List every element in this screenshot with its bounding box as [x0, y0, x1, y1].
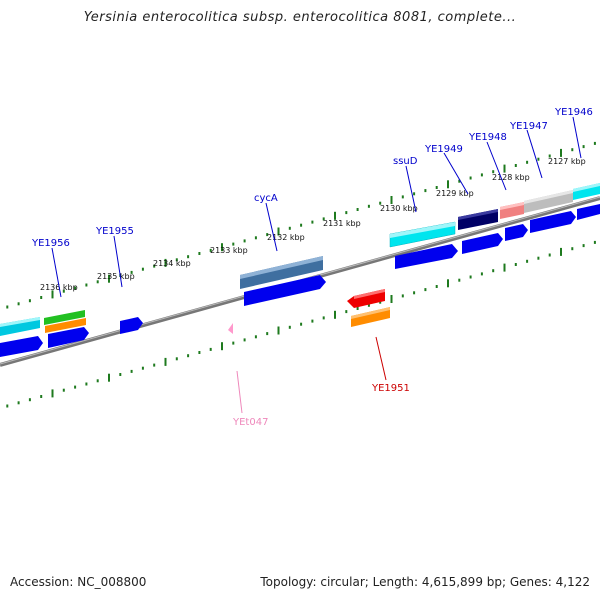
gene-ye1949-shade: [458, 209, 498, 220]
gene-ye1946-shade: [573, 183, 600, 192]
label-ye1947[interactable]: YE1947: [509, 121, 548, 132]
label-ssud[interactable]: ssuD: [393, 156, 418, 167]
cds-arrow-2[interactable]: [462, 233, 503, 254]
accession-text: Accession: NC_008800: [10, 575, 147, 589]
gene-cyca-shade: [240, 256, 323, 279]
gene-left-cyan-shade: [0, 317, 40, 327]
cds-arrow-4[interactable]: [530, 211, 576, 233]
label-yet047[interactable]: YEt047: [232, 417, 268, 428]
label-ye1956[interactable]: YE1956: [31, 238, 70, 249]
label-ye1955[interactable]: YE1955: [95, 226, 134, 237]
gene-ye1948-shade: [500, 202, 524, 210]
cds-arrow-ye1956[interactable]: [48, 327, 89, 348]
cds-arrow-left[interactable]: [0, 336, 43, 357]
scale-label-2135: 2135 kbp: [97, 272, 135, 281]
gene-features: [0, 183, 600, 357]
scale-label-2131: 2131 kbp: [323, 219, 361, 228]
gene-ye1951-orange-shade: [351, 307, 390, 319]
label-ye1949[interactable]: YE1949: [424, 144, 463, 155]
reverse-scale-ticks: [6, 240, 596, 408]
gene-ye1949[interactable]: [458, 209, 498, 230]
label-ye1951[interactable]: YE1951: [371, 383, 410, 394]
label-ye1946[interactable]: YE1946: [554, 107, 593, 118]
label-leaders: [51, 116, 582, 414]
cds-arrow-5[interactable]: [577, 204, 600, 220]
scale-label-2133: 2133 kbp: [210, 246, 248, 255]
label-ye1948[interactable]: YE1948: [468, 132, 507, 143]
label-cyca[interactable]: cycA: [254, 193, 278, 204]
scale-label-2129: 2129 kbp: [436, 189, 474, 198]
gene-ye1956-orange[interactable]: [45, 318, 86, 333]
cds-arrow-3[interactable]: [505, 224, 528, 241]
cds-arrow-ye1955[interactable]: [120, 317, 143, 334]
scale-label-2134: 2134 kbp: [153, 259, 191, 268]
map-title: Yersinia enterocolitica subsp. enterocol…: [83, 10, 517, 25]
scale-label-2130: 2130 kbp: [380, 204, 418, 213]
scale-label-2132: 2132 kbp: [267, 233, 305, 242]
cds-arrow-1[interactable]: [395, 244, 458, 269]
scale-label-2127: 2127 kbp: [548, 157, 586, 166]
gene-ye1947-shade: [524, 190, 573, 204]
scale-label-2128: 2128 kbp: [492, 173, 530, 182]
cds-arrow-cyca[interactable]: [244, 275, 326, 306]
gene-ye1951-red-shade: [354, 289, 385, 299]
gene-ye1956-green[interactable]: [44, 310, 85, 325]
gene-labels: YE1946 YE1947 YE1948 YE1949 ssuD cycA YE…: [31, 107, 593, 428]
gene-yet047[interactable]: [228, 323, 233, 334]
gene-ssud-shade: [390, 222, 455, 238]
genome-stats-text: Topology: circular; Length: 4,615,899 bp…: [260, 575, 590, 589]
